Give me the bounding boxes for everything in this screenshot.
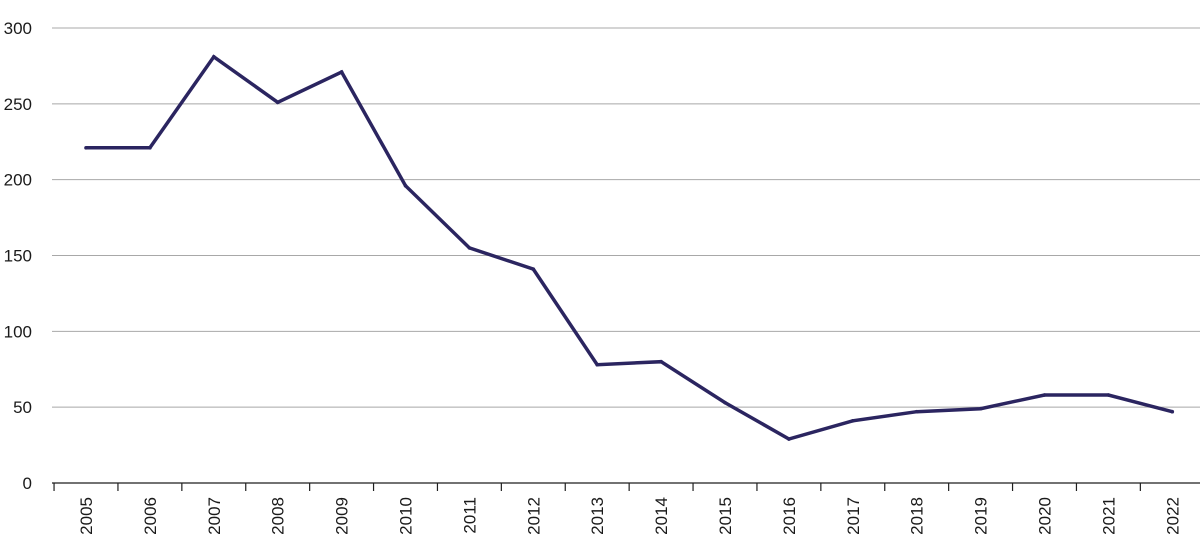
y-tick-label: 100 <box>4 322 32 341</box>
y-axis-ticks: 0 50 100 150 200 250 300 <box>4 19 32 493</box>
data-point <box>914 409 919 414</box>
x-tick-label: 2018 <box>908 497 927 535</box>
x-tick-label: 2017 <box>844 497 863 535</box>
data-point <box>467 246 472 250</box>
x-tick-label: 2005 <box>77 497 96 535</box>
data-point <box>531 267 536 271</box>
x-tick-label: 2021 <box>1099 497 1118 535</box>
x-tick-label: 2006 <box>141 497 160 535</box>
y-tick-label: 150 <box>4 247 32 266</box>
x-tick-label: 2014 <box>652 497 671 535</box>
data-point <box>1170 409 1175 414</box>
series-layer <box>84 54 1175 441</box>
x-tick-label: 2009 <box>333 497 352 535</box>
x-tick-label: 2011 <box>460 497 479 534</box>
x-tick-label: 2022 <box>1163 497 1182 535</box>
y-tick-label: 50 <box>13 398 32 417</box>
data-point <box>403 183 408 188</box>
data-point <box>1042 393 1047 397</box>
x-tick-label: 2013 <box>588 497 607 535</box>
x-axis-ticks: 2005 2006 2007 2008 2009 2010 2011 2012 2013 2014… <box>77 497 1182 535</box>
x-axis <box>52 482 1200 491</box>
x-tick-label: 2007 <box>205 497 224 535</box>
data-point <box>851 419 855 423</box>
data-point <box>787 437 791 441</box>
y-tick-label: 300 <box>4 19 32 38</box>
data-point <box>595 362 599 367</box>
x-tick-label: 2012 <box>524 497 543 535</box>
x-tick-label: 2020 <box>1036 497 1055 535</box>
x-tick-label: 2016 <box>780 497 799 535</box>
y-tick-label: 0 <box>23 474 32 493</box>
x-tick-label: 2019 <box>972 497 991 535</box>
x-tick-label: 2015 <box>716 497 735 535</box>
gridlines <box>52 27 1200 408</box>
y-tick-label: 250 <box>4 95 32 114</box>
data-point <box>148 146 152 150</box>
series-line <box>86 54 1173 441</box>
data-point <box>659 359 663 364</box>
y-tick-label: 200 <box>4 171 32 190</box>
data-point <box>212 55 216 59</box>
data-point <box>723 400 727 405</box>
data-point <box>1106 393 1111 397</box>
data-point <box>84 146 88 150</box>
x-tick-label: 2008 <box>269 497 288 535</box>
x-tick-label: 2010 <box>397 497 416 535</box>
data-point <box>339 70 344 74</box>
data-point <box>275 100 280 105</box>
data-point <box>978 406 983 411</box>
